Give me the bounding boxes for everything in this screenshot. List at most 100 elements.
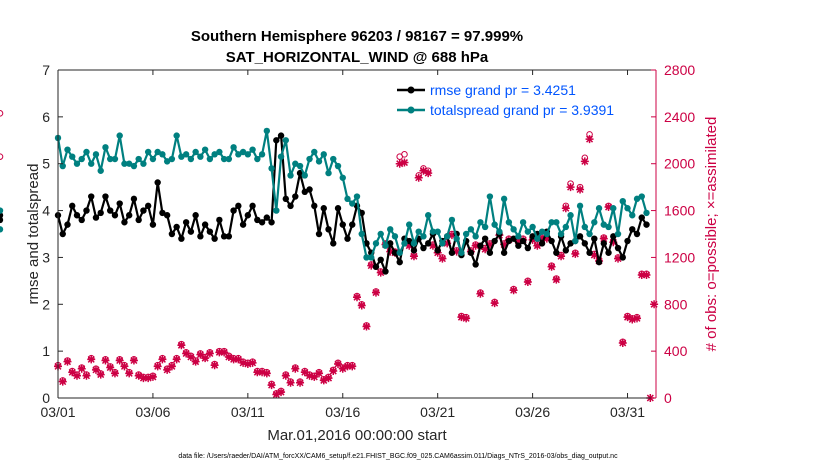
totalspread-point bbox=[429, 228, 437, 235]
totalspread-point bbox=[239, 148, 247, 156]
totalspread-point bbox=[439, 240, 446, 247]
obs-assimilated-point bbox=[528, 235, 537, 244]
obs-assimilated-point bbox=[580, 157, 589, 166]
totalspread-point bbox=[353, 193, 361, 200]
obs-assimilated-point bbox=[277, 388, 286, 397]
totalspread-point bbox=[277, 153, 285, 160]
totalspread-point bbox=[163, 158, 171, 165]
totalspread-point bbox=[254, 155, 261, 163]
totalspread-point bbox=[410, 240, 418, 247]
totalspread-point bbox=[382, 242, 389, 249]
rmse-point bbox=[154, 179, 161, 186]
totalspread-point bbox=[287, 172, 294, 179]
obs-assimilated-point bbox=[500, 240, 509, 249]
obs-assimilated-point bbox=[571, 249, 580, 258]
totalspread-point bbox=[159, 151, 166, 158]
rmse-point bbox=[263, 214, 271, 221]
rmse-point bbox=[477, 242, 484, 249]
x-tick-label: 03/16 bbox=[325, 404, 360, 420]
y-tick-label-right: 2400 bbox=[664, 109, 695, 125]
totalspread-point bbox=[600, 221, 607, 228]
totalspread-point bbox=[339, 174, 346, 181]
rmse-point bbox=[282, 195, 290, 203]
totalspread-point bbox=[59, 162, 66, 170]
obs-assimilated-point bbox=[566, 183, 575, 192]
totalspread-point bbox=[396, 249, 403, 256]
totalspread-point bbox=[619, 198, 626, 205]
footer-note: data file: /Users/raeder/DAI/ATM_forcXX/… bbox=[178, 453, 618, 460]
totalspread-point bbox=[220, 155, 228, 163]
rmse-point bbox=[553, 249, 560, 256]
totalspread-point bbox=[149, 155, 157, 163]
rmse-point bbox=[396, 258, 403, 266]
obs-assimilated-point bbox=[637, 271, 646, 279]
rmse-point bbox=[377, 256, 384, 263]
rmse-point bbox=[320, 205, 327, 212]
totalspread-point bbox=[543, 230, 551, 238]
totalspread-point bbox=[372, 240, 380, 247]
totalspread-point bbox=[306, 155, 313, 163]
totalspread-point bbox=[529, 223, 536, 231]
totalspread-point bbox=[140, 160, 147, 167]
obs-assimilated-point bbox=[239, 358, 248, 367]
obs-assimilated-point bbox=[63, 357, 72, 366]
obs-assimilated-point bbox=[542, 234, 551, 243]
obs-assimilated-point bbox=[585, 135, 594, 144]
rmse-point bbox=[211, 235, 218, 242]
totalspread-point bbox=[320, 151, 327, 158]
obs-assimilated-point bbox=[424, 169, 433, 178]
totalspread-point bbox=[92, 151, 100, 158]
totalspread-point bbox=[510, 226, 517, 233]
obs-assimilated-point bbox=[148, 372, 157, 381]
rmse-point bbox=[481, 235, 489, 242]
y-tick-label-right: 2000 bbox=[664, 156, 695, 172]
x-tick-label: 03/01 bbox=[40, 404, 75, 420]
x-tick-label: 03/06 bbox=[135, 404, 170, 420]
y-tick-label-left: 3 bbox=[42, 249, 50, 265]
obs-assimilated-point bbox=[291, 364, 300, 373]
totalspread-point bbox=[576, 202, 584, 210]
obs-assimilated-point bbox=[196, 350, 205, 359]
obs-assimilated-point bbox=[129, 356, 138, 365]
totalspread-point bbox=[168, 155, 176, 163]
obs-assimilated-point bbox=[462, 314, 471, 323]
totalspread-point bbox=[349, 200, 356, 207]
obs-assimilated-point bbox=[258, 368, 267, 377]
y-tick-label-right: 1600 bbox=[664, 203, 695, 219]
rmse-point bbox=[339, 221, 346, 228]
totalspread-point bbox=[187, 155, 195, 163]
rmse-point bbox=[315, 230, 323, 238]
rmse-point bbox=[306, 186, 313, 193]
axes: 03/01 03/06 03/11 03/16 03/21 03/26 03/31 0 1 2 3 4… bbox=[40, 62, 695, 420]
rmse-point bbox=[420, 244, 427, 252]
obs-assimilated-point bbox=[523, 278, 532, 287]
rmse-point bbox=[277, 132, 285, 139]
rmse-point bbox=[605, 249, 612, 256]
obs-assimilated-point bbox=[353, 293, 361, 302]
obs-assimilated-point bbox=[628, 315, 637, 324]
rmse-point bbox=[562, 247, 570, 254]
rmse-point bbox=[491, 237, 498, 245]
rmse-point bbox=[287, 202, 294, 210]
totalspread-point bbox=[64, 146, 71, 153]
rmse-point bbox=[538, 240, 546, 247]
totalspread-point bbox=[211, 151, 218, 158]
totalspread-point bbox=[486, 193, 494, 200]
obs-assimilated-point bbox=[205, 349, 214, 358]
obs-assimilated-point bbox=[376, 268, 385, 277]
obs-assimilated-point bbox=[305, 371, 314, 380]
obs-assimilated-point bbox=[87, 355, 96, 364]
totalspread-point bbox=[472, 233, 479, 240]
obs-assimilated-point bbox=[82, 371, 91, 380]
rmse-point bbox=[614, 244, 622, 252]
rmse-point bbox=[273, 137, 280, 144]
obs-assimilated-point bbox=[163, 365, 172, 374]
totalspread-point bbox=[268, 165, 275, 172]
totalspread-point bbox=[173, 132, 180, 139]
obs-assimilated-point bbox=[447, 231, 456, 240]
totalspread-point bbox=[121, 160, 128, 167]
obs-assimilated-point bbox=[557, 252, 566, 261]
rmse-point bbox=[254, 216, 261, 224]
obs-assimilated-point bbox=[68, 368, 77, 377]
obs-assimilated-point bbox=[310, 372, 319, 381]
